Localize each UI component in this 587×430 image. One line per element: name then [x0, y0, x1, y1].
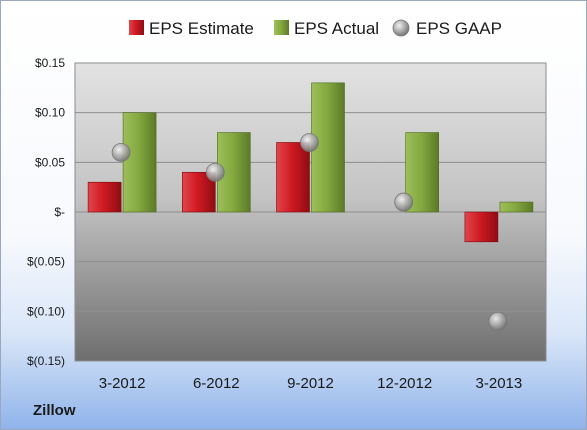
bar-eps-estimate [276, 142, 310, 213]
y-tick-label: $- [54, 205, 65, 219]
legend-label-actual: EPS Actual [294, 19, 379, 38]
legend-swatch-actual [274, 20, 289, 35]
legend-swatch-estimate [129, 20, 144, 35]
marker-eps-gaap [205, 162, 225, 182]
x-tick-label: 3-2012 [99, 375, 146, 392]
y-tick-label: $(0.05) [27, 255, 65, 269]
legend: EPS Estimate EPS Actual EPS GAAP [129, 19, 502, 38]
legend-marker-gaap [392, 19, 410, 37]
x-tick-label: 6-2012 [193, 375, 240, 392]
gaap-markers [111, 133, 508, 331]
bar-eps-actual [122, 112, 157, 213]
x-tick-label: 12-2012 [377, 375, 432, 392]
legend-label-gaap: EPS GAAP [416, 19, 502, 38]
y-tick-label: $0.10 [35, 106, 65, 120]
bar-eps-actual [499, 201, 534, 213]
y-axis-labels: $0.15 $0.10 $0.05 $- $(0.05) $(0.10) $(0.15) [27, 56, 65, 368]
marker-eps-gaap [488, 311, 508, 331]
x-tick-label: 3-2013 [476, 375, 523, 392]
marker-eps-gaap [111, 142, 131, 162]
x-tick-label: 9-2012 [287, 375, 334, 392]
legend-label-estimate: EPS Estimate [149, 19, 254, 38]
y-tick-label: $(0.10) [27, 304, 65, 318]
x-axis-labels: 3-2012 6-2012 9-2012 12-2012 3-2013 [99, 375, 523, 392]
marker-eps-gaap [300, 133, 319, 152]
bar-eps-estimate [464, 211, 499, 243]
company-name: Zillow [33, 402, 76, 419]
y-tick-label: $0.15 [35, 56, 65, 70]
y-tick-label: $(0.15) [27, 354, 65, 368]
y-tick-label: $0.05 [35, 155, 65, 169]
marker-eps-gaap [394, 192, 414, 212]
bar-eps-estimate [87, 181, 122, 213]
